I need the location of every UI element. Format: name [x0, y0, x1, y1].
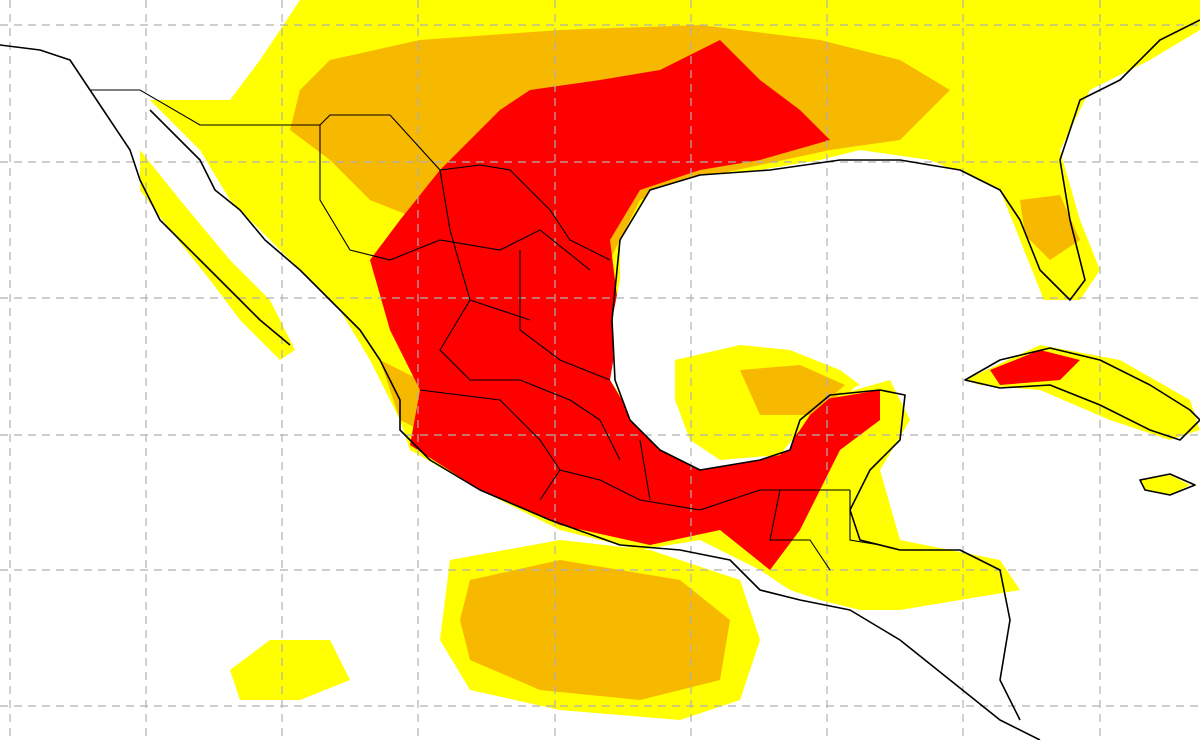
coastline — [964, 347, 1200, 441]
coastline — [149, 109, 1041, 740]
border — [439, 169, 621, 461]
border — [319, 125, 591, 271]
state-borders — [90, 89, 881, 571]
coastline — [619, 19, 1200, 301]
coastline — [1139, 473, 1196, 496]
red-zone — [370, 40, 1080, 570]
border — [90, 89, 611, 261]
gulf-orange — [740, 365, 845, 415]
coastline — [611, 239, 1021, 721]
coastlines — [0, 19, 1200, 740]
border — [539, 439, 881, 571]
coastline — [0, 44, 291, 346]
